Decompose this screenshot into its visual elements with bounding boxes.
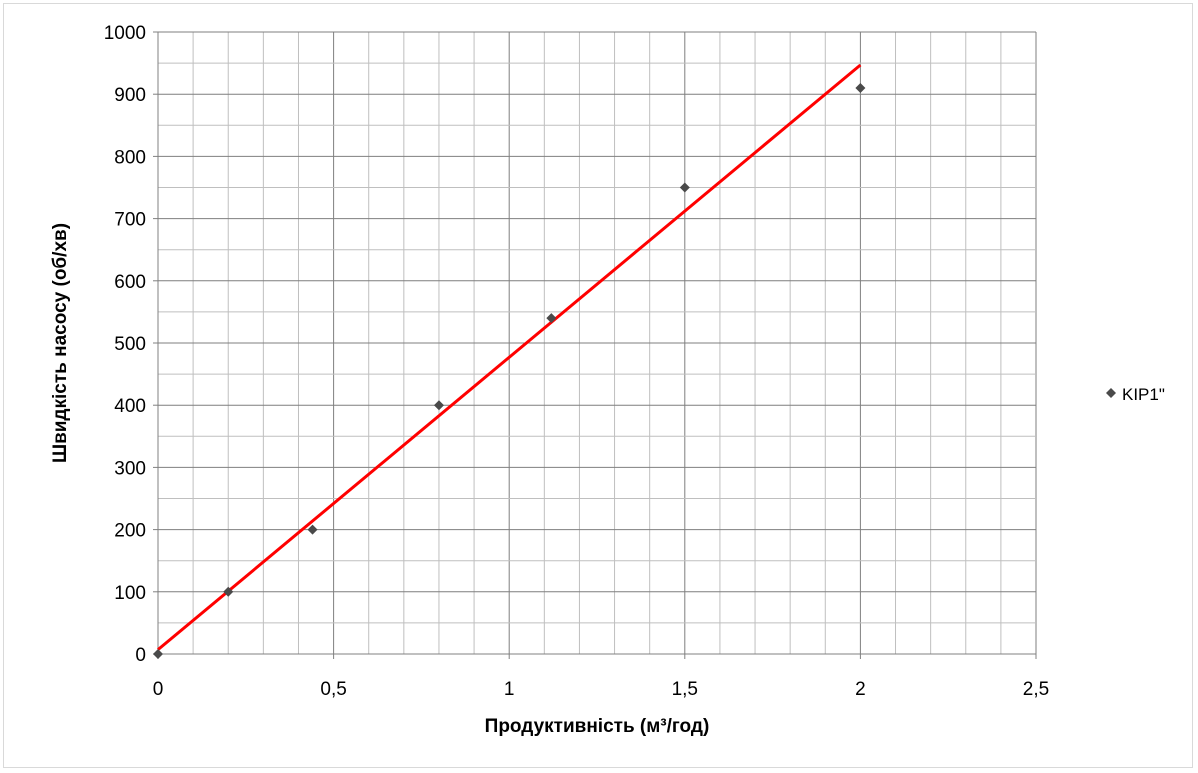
legend: KIP1" <box>1106 385 1165 404</box>
x-tick-label: 1,5 <box>672 679 698 700</box>
x-tick-label: 2,5 <box>1023 679 1049 700</box>
y-tick-label: 800 <box>114 147 146 168</box>
y-tick-label: 100 <box>114 583 146 604</box>
x-tick-label: 2 <box>855 679 866 700</box>
y-axis-title: Швидкість насосу (об/хв) <box>50 223 71 463</box>
x-tick-labels: 0 0,5 1 1,5 2 2,5 <box>153 679 1050 700</box>
axes <box>153 31 1037 659</box>
x-tick-label: 1 <box>504 679 515 700</box>
legend-label: KIP1" <box>1122 385 1165 404</box>
y-tick-label: 900 <box>114 85 146 106</box>
x-axis-title: Продуктивність (м³/год) <box>485 716 710 737</box>
chart-frame <box>3 3 1193 768</box>
y-tick-label: 1000 <box>104 23 146 44</box>
data-point <box>153 649 163 659</box>
data-point <box>307 524 318 535</box>
y-tick-label: 400 <box>114 396 146 417</box>
legend-marker-icon <box>1106 388 1116 398</box>
y-tick-label: 0 <box>135 645 146 666</box>
data-point <box>679 182 690 193</box>
y-tick-label: 300 <box>114 458 146 479</box>
x-tick-label: 0 <box>153 679 164 700</box>
y-tick-label: 700 <box>114 210 146 231</box>
x-tick-label: 0,5 <box>320 679 346 700</box>
trendline-path <box>157 63 862 651</box>
y-tick-label: 200 <box>114 521 146 542</box>
data-points <box>153 82 866 659</box>
data-point <box>433 400 444 411</box>
data-point <box>855 82 866 93</box>
grid <box>157 31 1037 655</box>
y-tick-label: 500 <box>114 334 146 355</box>
y-tick-label: 600 <box>114 272 146 293</box>
trendline <box>157 63 862 651</box>
data-point <box>546 313 557 324</box>
y-tick-labels: 0 100 200 300 400 500 600 700 800 900 1000 <box>104 23 146 666</box>
data-point <box>223 586 234 597</box>
